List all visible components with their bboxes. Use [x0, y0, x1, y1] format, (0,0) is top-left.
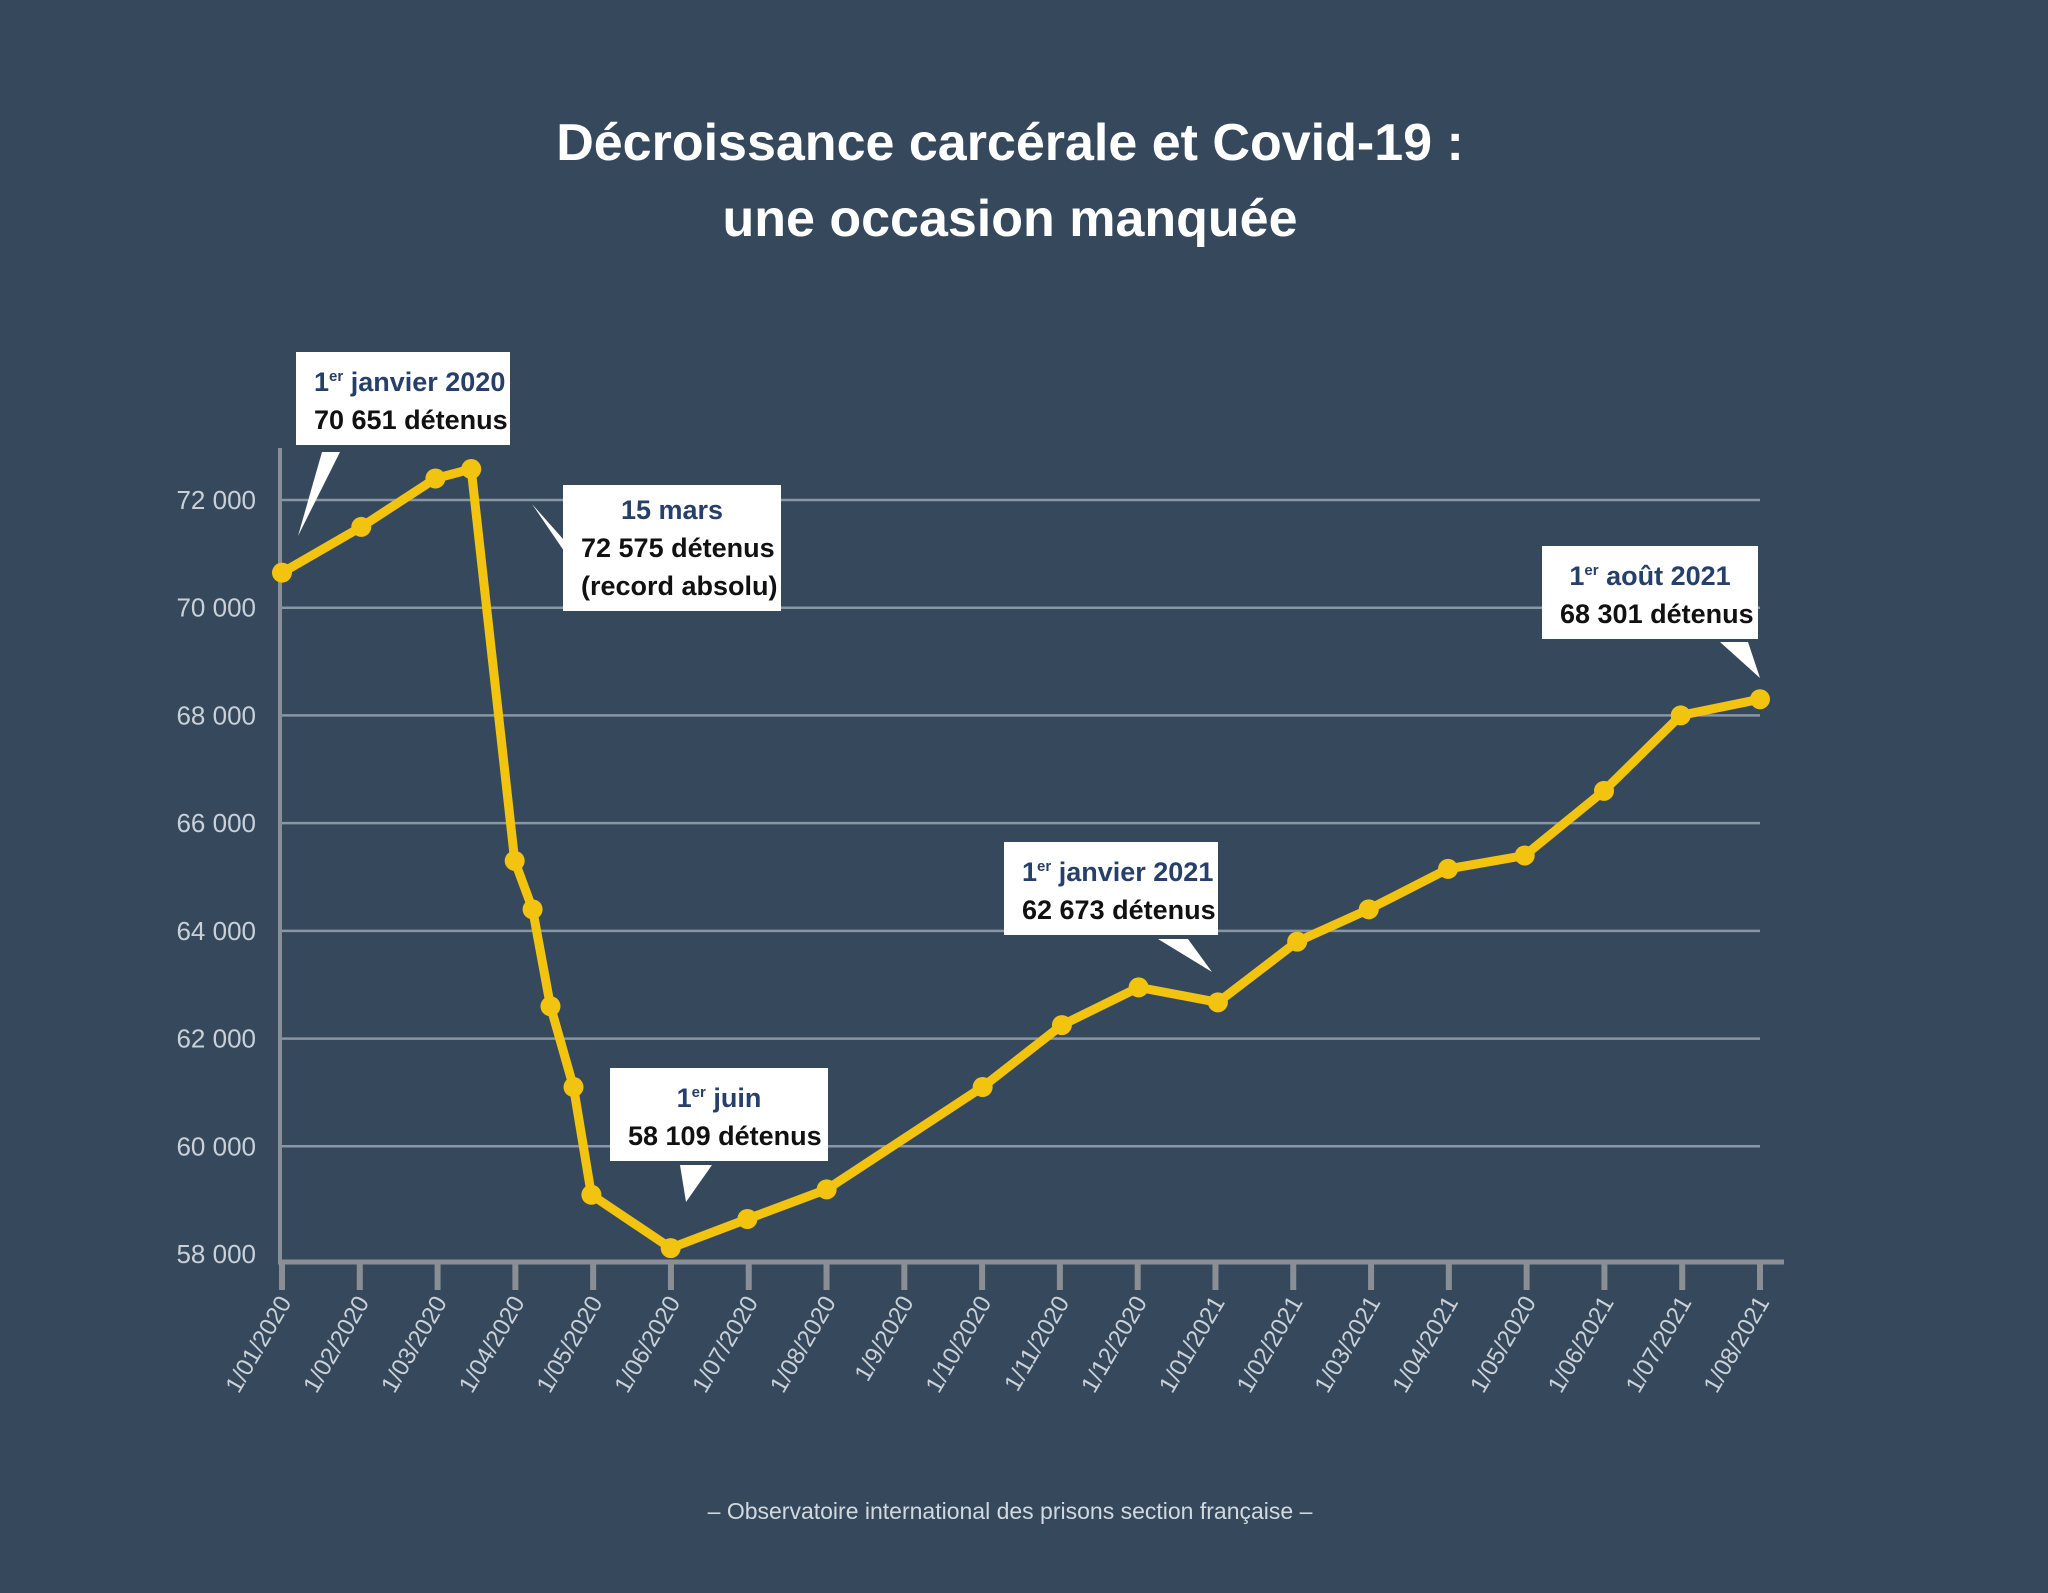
callout-date: 1er janvier 2020	[314, 367, 506, 397]
callout-juin-2020: 1er juin 58 109 détenus	[610, 1068, 828, 1161]
x-tick-label: 1/07/2020	[687, 1292, 764, 1398]
data-point	[972, 1077, 993, 1098]
source-note: – Observatoire international des prisons…	[707, 1498, 1313, 1524]
data-point	[563, 1077, 584, 1098]
data-point	[581, 1184, 602, 1205]
y-tick-label: 62 000	[176, 1024, 256, 1054]
data-point	[1287, 931, 1308, 952]
data-point	[540, 996, 561, 1017]
data-point	[1051, 1015, 1072, 1036]
x-tick-label: 1/06/2021	[1543, 1292, 1620, 1398]
y-tick-label: 58 000	[176, 1239, 256, 1269]
y-tick-label: 72 000	[176, 485, 256, 515]
x-tick-label: 1/9/2020	[849, 1292, 919, 1386]
x-tick-label: 1/08/2021	[1698, 1292, 1775, 1398]
x-tick-label: 1/02/2021	[1232, 1292, 1309, 1398]
x-tick-label: 1/11/2020	[999, 1292, 1075, 1396]
callout-value: 70 651 détenus	[314, 405, 508, 435]
x-tick-label: 1/05/2020	[1465, 1292, 1542, 1398]
callout-date: 15 mars	[620, 495, 724, 525]
data-point	[272, 562, 292, 583]
x-tick-label: 1/04/2020	[454, 1292, 531, 1398]
data-point	[737, 1208, 758, 1229]
x-tick-label: 1/01/2021	[1154, 1292, 1231, 1398]
y-tick-label: 70 000	[176, 593, 256, 623]
data-point	[1438, 858, 1459, 879]
data-point	[1128, 977, 1149, 998]
callout-value: 62 673 détenus	[1022, 895, 1216, 925]
title-line-1: Décroissance carcérale et Covid-19 :	[556, 114, 1464, 172]
title-line-2: une occasion manquée	[722, 190, 1298, 248]
x-tick-label: 1/08/2020	[765, 1292, 842, 1398]
data-point	[522, 899, 543, 920]
data-point	[1670, 705, 1691, 726]
callout-aout-2021: 1er août 2021 68 301 détenus	[1542, 546, 1758, 639]
data-point	[1207, 992, 1228, 1013]
callout-value: 58 109 détenus	[628, 1121, 822, 1151]
y-tick-label: 60 000	[176, 1131, 256, 1161]
data-point	[351, 516, 372, 537]
x-tick-label: 1/03/2021	[1309, 1292, 1386, 1398]
callout-value: 68 301 détenus	[1560, 599, 1754, 629]
data-point	[1750, 689, 1770, 710]
callout-value: 72 575 détenus	[581, 533, 775, 563]
x-tick-label: 1/03/2020	[376, 1292, 453, 1398]
x-tick-label: 1/10/2020	[921, 1292, 998, 1398]
callout-pointer	[1720, 642, 1760, 678]
callout-date: 1er août 2021	[1569, 561, 1731, 591]
callout-pointer	[298, 452, 340, 536]
data-point	[816, 1179, 837, 1200]
callout-date: 1er juin	[676, 1083, 762, 1113]
callout-15-mars: 15 mars 72 575 détenus (record absolu)	[563, 485, 781, 611]
x-tick-label: 1/04/2021	[1387, 1292, 1464, 1398]
y-tick-label: 64 000	[176, 916, 256, 946]
chart-title: Décroissance carcérale et Covid-19 : une…	[0, 105, 2020, 257]
data-point	[461, 459, 482, 480]
data-point	[1358, 899, 1379, 920]
callout-jan-2021: 1er janvier 2021 62 673 détenus	[1004, 842, 1218, 935]
data-point	[425, 468, 446, 489]
x-tick-label: 1/05/2020	[532, 1292, 609, 1398]
x-tick-label: 1/07/2021	[1621, 1292, 1698, 1398]
callout-jan-2020: 1er janvier 2020 70 651 détenus	[296, 352, 510, 445]
x-tick-label: 1/01/2020	[220, 1292, 297, 1398]
x-tick-label: 1/12/2020	[1076, 1292, 1153, 1398]
data-point	[660, 1238, 681, 1259]
y-tick-label: 66 000	[176, 808, 256, 838]
x-tick-label: 1/06/2020	[609, 1292, 686, 1398]
callout-extra: (record absolu)	[581, 571, 778, 601]
data-point	[1514, 845, 1535, 866]
data-point	[504, 850, 525, 871]
data-point	[1594, 780, 1615, 801]
callout-pointer	[680, 1165, 712, 1202]
x-tick-label: 1/02/2020	[298, 1292, 375, 1398]
callout-date: 1er janvier 2021	[1022, 857, 1214, 887]
y-tick-label: 68 000	[176, 700, 256, 730]
callout-pointer	[1158, 939, 1212, 972]
